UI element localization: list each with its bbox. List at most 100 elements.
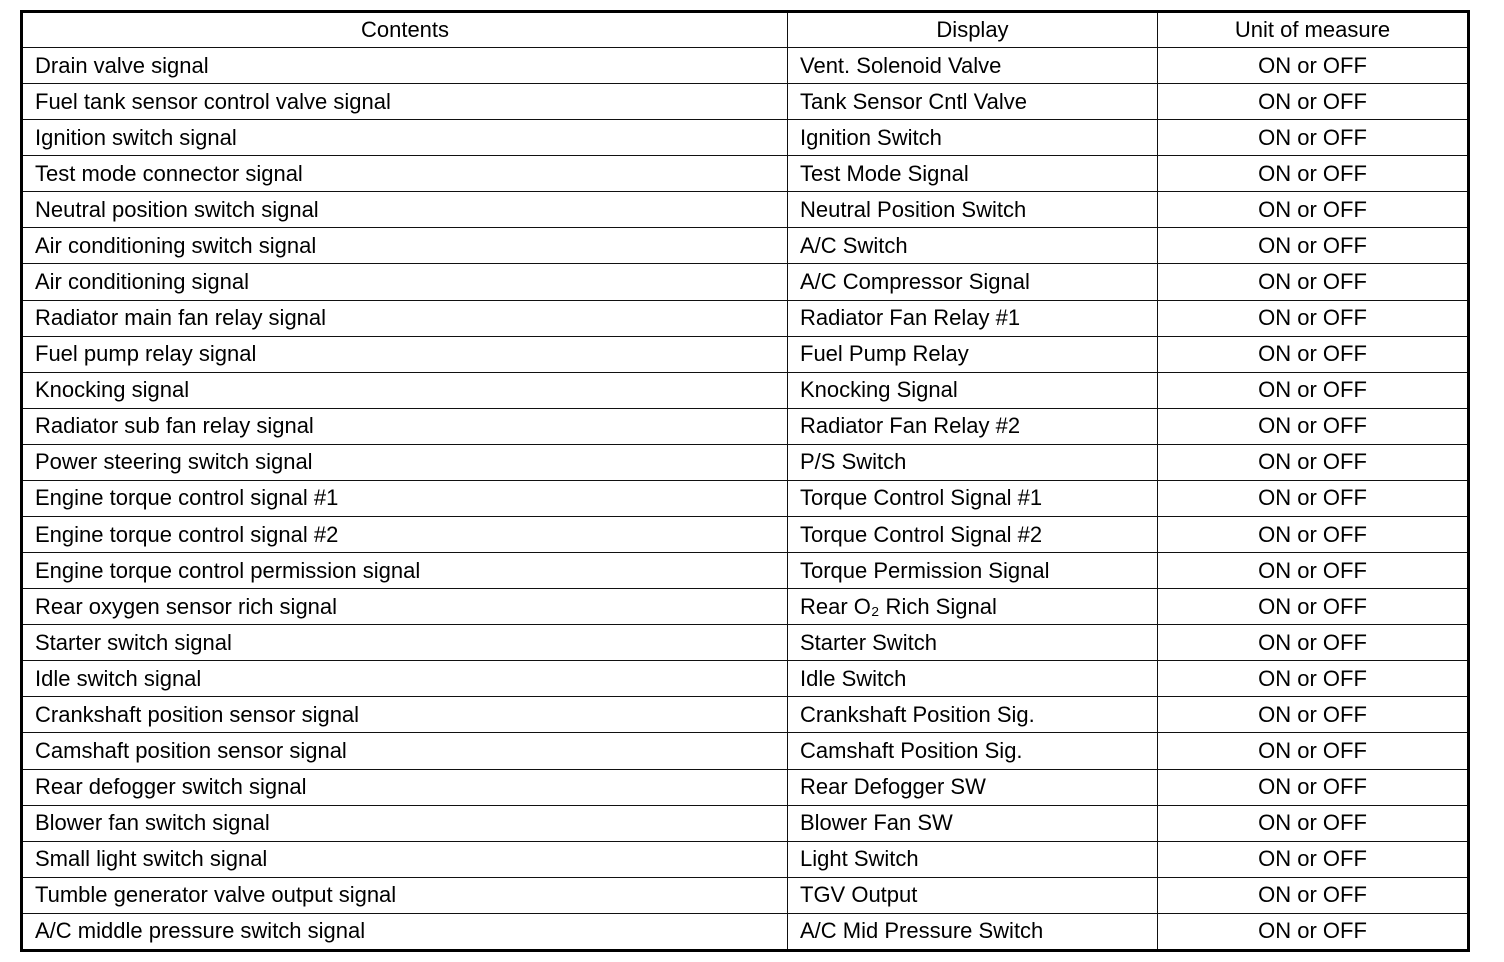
display-cell: Torque Permission Signal — [787, 552, 1158, 590]
table-row: Radiator sub fan relay signal Radiator Fa… — [21, 407, 1469, 445]
unit-cell: ON or OFF — [1157, 227, 1469, 265]
display-cell: Camshaft Position Sig. — [787, 732, 1158, 770]
unit-cell: ON or OFF — [1157, 335, 1469, 373]
contents-cell: Engine torque control permission signal — [21, 552, 788, 590]
display-cell: Crankshaft Position Sig. — [787, 696, 1158, 734]
unit-cell: ON or OFF — [1157, 155, 1469, 193]
table-row: Blower fan switch signal Blower Fan SW ON … — [21, 804, 1469, 842]
contents-cell: Blower fan switch signal — [21, 804, 788, 842]
display-cell: A/C Mid Pressure Switch — [787, 912, 1158, 952]
display-cell: Tank Sensor Cntl Valve — [787, 83, 1158, 121]
display-cell: P/S Switch — [787, 443, 1158, 481]
table-row: Camshaft position sensor signal Camshaft … — [21, 732, 1469, 770]
contents-cell: Test mode connector signal — [21, 155, 788, 193]
display-cell: Vent. Solenoid Valve — [787, 46, 1158, 85]
display-cell: Starter Switch — [787, 624, 1158, 662]
unit-cell: ON or OFF — [1157, 443, 1469, 481]
table-row: Power steering switch signal P/S Switch ON… — [21, 443, 1469, 481]
table-row: Crankshaft position sensor signal Cranksh… — [21, 696, 1469, 734]
contents-cell: Rear defogger switch signal — [21, 768, 788, 806]
contents-cell: Engine torque control signal #1 — [21, 479, 788, 518]
contents-cell: Camshaft position sensor signal — [21, 732, 788, 770]
table-row: Fuel tank sensor control valve signal Tan… — [21, 83, 1469, 121]
contents-cell: Rear oxygen sensor rich signal — [21, 588, 788, 626]
display-cell: Torque Control Signal #2 — [787, 516, 1158, 554]
display-cell: TGV Output — [787, 876, 1158, 914]
header-unit: Unit of measure — [1157, 11, 1469, 48]
unit-cell: ON or OFF — [1157, 407, 1469, 445]
table-row: Drain valve signal Vent. Solenoid Valve ON… — [21, 46, 1469, 85]
display-cell: Ignition Switch — [787, 119, 1158, 157]
unit-cell: ON or OFF — [1157, 46, 1469, 85]
unit-cell: ON or OFF — [1157, 516, 1469, 554]
table-row: Test mode connector signal Test Mode Sign… — [21, 155, 1469, 193]
header-display: Display — [787, 11, 1158, 48]
contents-cell: Air conditioning signal — [21, 263, 788, 301]
unit-cell: ON or OFF — [1157, 263, 1469, 301]
unit-cell: ON or OFF — [1157, 840, 1469, 878]
table-row: Rear defogger switch signal Rear Defogger… — [21, 768, 1469, 806]
display-cell: Radiator Fan Relay #1 — [787, 299, 1158, 337]
display-cell: Torque Control Signal #1 — [787, 479, 1158, 518]
table-row: Ignition switch signal Ignition Switch ON … — [21, 119, 1469, 157]
table-row: A/C middle pressure switch signal A/C Mid… — [21, 912, 1469, 952]
unit-cell: ON or OFF — [1157, 299, 1469, 337]
display-cell: A/C Compressor Signal — [787, 263, 1158, 301]
contents-cell: Radiator sub fan relay signal — [21, 407, 788, 445]
table-row: Neutral position switch signal Neutral Po… — [21, 191, 1469, 229]
contents-cell: Ignition switch signal — [21, 119, 788, 157]
contents-cell: Drain valve signal — [21, 46, 788, 85]
table-row: Starter switch signal Starter Switch ON or… — [21, 624, 1469, 662]
table-row: Idle switch signal Idle Switch ON or OFF — [21, 660, 1469, 698]
contents-cell: Engine torque control signal #2 — [21, 516, 788, 554]
table-row: Knocking signal Knocking Signal ON or OFF — [21, 371, 1469, 409]
display-cell: Light Switch — [787, 840, 1158, 878]
unit-cell: ON or OFF — [1157, 479, 1469, 518]
display-cell: Test Mode Signal — [787, 155, 1158, 193]
display-cell: Fuel Pump Relay — [787, 335, 1158, 373]
unit-cell: ON or OFF — [1157, 912, 1469, 952]
table-row: Fuel pump relay signal Fuel Pump Relay ON … — [21, 335, 1469, 373]
display-cell: Rear Defogger SW — [787, 768, 1158, 806]
table-row: Rear oxygen sensor rich signal Rear O₂ Ri… — [21, 588, 1469, 626]
unit-cell: ON or OFF — [1157, 371, 1469, 409]
unit-cell: ON or OFF — [1157, 660, 1469, 698]
table-row: Small light switch signal Light Switch ON … — [21, 840, 1469, 878]
table-row: Engine torque control signal #2 Torque Co… — [21, 516, 1469, 554]
contents-cell: Neutral position switch signal — [21, 191, 788, 229]
table-row: Engine torque control permission signal T… — [21, 552, 1469, 590]
contents-cell: Fuel pump relay signal — [21, 335, 788, 373]
contents-cell: Starter switch signal — [21, 624, 788, 662]
display-cell: A/C Switch — [787, 227, 1158, 265]
display-cell: Neutral Position Switch — [787, 191, 1158, 229]
contents-cell: Idle switch signal — [21, 660, 788, 698]
table-row: Air conditioning signal A/C Compressor Si… — [21, 263, 1469, 301]
signal-table: Contents Display Unit of measure Drain v… — [20, 10, 1470, 952]
contents-cell: Power steering switch signal — [21, 443, 788, 481]
table-row: Air conditioning switch signal A/C Switch… — [21, 227, 1469, 265]
display-cell: Radiator Fan Relay #2 — [787, 407, 1158, 445]
unit-cell: ON or OFF — [1157, 191, 1469, 229]
contents-cell: Small light switch signal — [21, 840, 788, 878]
contents-cell: Air conditioning switch signal — [21, 227, 788, 265]
display-cell: Blower Fan SW — [787, 804, 1158, 842]
display-cell: Knocking Signal — [787, 371, 1158, 409]
contents-cell: Crankshaft position sensor signal — [21, 696, 788, 734]
table-row: Tumble generator valve output signal TGV … — [21, 876, 1469, 914]
display-cell: Rear O₂ Rich Signal — [787, 588, 1158, 626]
unit-cell: ON or OFF — [1157, 696, 1469, 734]
unit-cell: ON or OFF — [1157, 552, 1469, 590]
unit-cell: ON or OFF — [1157, 83, 1469, 121]
display-cell: Idle Switch — [787, 660, 1158, 698]
unit-cell: ON or OFF — [1157, 768, 1469, 806]
table-row: Radiator main fan relay signal Radiator F… — [21, 299, 1469, 337]
unit-cell: ON or OFF — [1157, 876, 1469, 914]
contents-cell: Tumble generator valve output signal — [21, 876, 788, 914]
contents-cell: Radiator main fan relay signal — [21, 299, 788, 337]
header-row: Contents Display Unit of measure — [21, 11, 1469, 48]
contents-cell: A/C middle pressure switch signal — [21, 912, 788, 952]
unit-cell: ON or OFF — [1157, 732, 1469, 770]
contents-cell: Knocking signal — [21, 371, 788, 409]
contents-cell: Fuel tank sensor control valve signal — [21, 83, 788, 121]
unit-cell: ON or OFF — [1157, 804, 1469, 842]
